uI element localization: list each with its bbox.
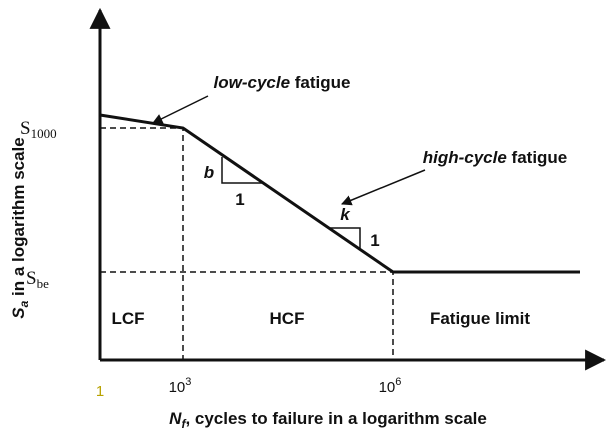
label-high-cycle: high-cycle fatigue [423, 148, 568, 167]
y-axis-title: Sa in a logarithm scale [9, 137, 31, 318]
slope-k: k [340, 205, 351, 224]
x-axis-title: Nf, cycles to failure in a logarithm sca… [169, 409, 487, 431]
region-hcf: HCF [270, 309, 305, 328]
region-lcf: LCF [111, 309, 144, 328]
label-s1000: S1000 [20, 118, 57, 141]
slope-k-run: 1 [370, 231, 379, 250]
x-tick-1e3: 103 [169, 376, 192, 396]
x-tick-1: 1 [96, 383, 104, 400]
slope-b-run: 1 [235, 190, 244, 209]
label-sbe: Sbe [26, 268, 49, 291]
arrow-low-cycle [152, 95, 209, 124]
region-fatigue-limit: Fatigue limit [430, 309, 530, 328]
slope-triangle-b [221, 157, 262, 184]
slope-b: b [204, 163, 214, 182]
x-tick-1e6: 106 [379, 376, 402, 396]
slope-triangle-k [330, 227, 361, 250]
arrow-high-cycle [341, 169, 426, 206]
sn-curve [99, 113, 580, 274]
label-low-cycle: low-cycle fatigue [214, 73, 351, 92]
